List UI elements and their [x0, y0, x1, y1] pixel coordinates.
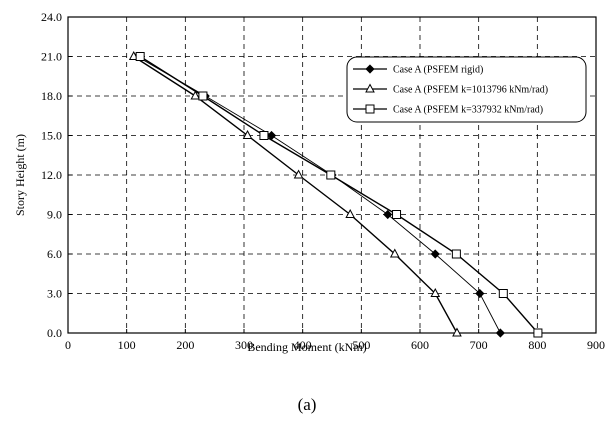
y-tick-label: 9.0: [47, 208, 62, 222]
data-point: [346, 210, 354, 218]
y-tick-label: 0.0: [47, 326, 62, 340]
data-point: [199, 92, 207, 100]
y-tick-label: 21.0: [41, 50, 62, 64]
data-point: [136, 53, 144, 61]
y-tick-label: 6.0: [47, 247, 62, 261]
data-point: [499, 290, 507, 298]
y-tick-label: 12.0: [41, 168, 62, 182]
data-point: [327, 171, 335, 179]
legend-label: Case A (PSFEM rigid): [393, 65, 483, 76]
data-point: [496, 329, 504, 337]
y-tick-label: 24.0: [41, 10, 62, 24]
y-tick-label: 3.0: [47, 287, 62, 301]
x-tick-label: 100: [118, 338, 136, 352]
y-tick-label: 18.0: [41, 89, 62, 103]
legend-label: Case A (PSFEM k=1013796 kNm/rad): [393, 85, 548, 96]
data-point: [452, 250, 460, 258]
x-tick-label: 200: [176, 338, 194, 352]
legend: Case A (PSFEM rigid) Case A (PSFEM k=1013…: [347, 57, 586, 122]
y-axis-label: Story Height (m): [13, 134, 27, 216]
x-tick-label: 700: [470, 338, 488, 352]
x-tick-label: 900: [587, 338, 605, 352]
legend-label: Case A (PSFEM k=337932 kNm/rad): [393, 105, 543, 116]
x-axis-label: Bending Moment (kNm): [247, 340, 366, 354]
data-point: [453, 329, 461, 337]
data-point: [393, 211, 401, 219]
data-point: [295, 171, 303, 179]
x-tick-label: 600: [411, 338, 429, 352]
data-point: [534, 329, 542, 337]
x-tick-label: 0: [65, 338, 71, 352]
y-tick-label: 15.0: [41, 129, 62, 143]
data-point: [244, 131, 252, 139]
figure-caption: (a): [298, 395, 317, 414]
data-point: [260, 132, 268, 140]
legend-marker: [366, 105, 374, 113]
x-tick-label: 800: [528, 338, 546, 352]
